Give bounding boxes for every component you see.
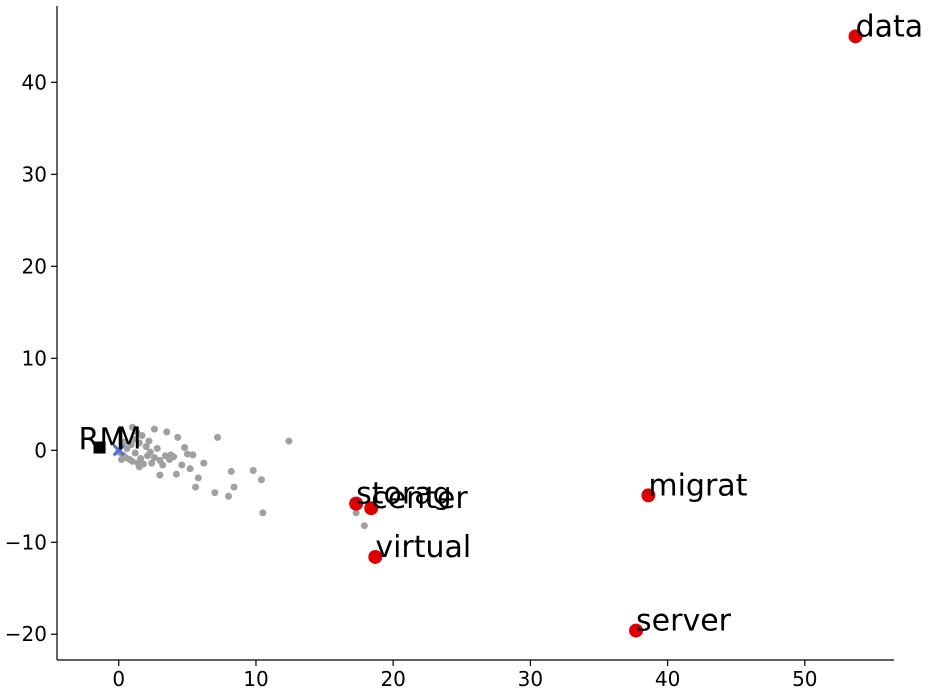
x-marker-stroke <box>112 444 125 457</box>
x-tick-label: 0 <box>112 667 125 691</box>
background-point <box>225 492 233 500</box>
background-point <box>137 455 145 463</box>
background-point <box>211 489 219 497</box>
background-point <box>146 448 154 456</box>
background-point <box>142 443 150 451</box>
axes <box>56 6 894 661</box>
background-point <box>186 465 194 473</box>
word-label: migrat <box>648 468 747 503</box>
background-point <box>249 467 257 475</box>
x-tick-label: 50 <box>792 667 817 691</box>
background-point <box>183 450 191 458</box>
background-point <box>117 455 125 463</box>
square-marker <box>93 441 106 454</box>
marker-label: RM <box>79 423 126 458</box>
background-point <box>174 433 182 441</box>
background-point <box>192 483 200 491</box>
highlight-point <box>848 29 863 44</box>
y-tick-label: 30 <box>22 162 47 186</box>
word-label: data <box>856 9 924 44</box>
highlight-point <box>368 549 383 564</box>
x-ticks: 0 10 20 30 40 50 <box>112 660 818 691</box>
y-tick-label: 20 <box>22 254 47 278</box>
background-point <box>131 449 139 457</box>
word-label: storag <box>356 477 452 512</box>
x-tick-label: 30 <box>518 667 543 691</box>
background-point <box>181 444 189 452</box>
background-point <box>360 522 368 530</box>
markers <box>93 441 125 457</box>
word-label: server <box>636 604 732 639</box>
y-tick-label: −20 <box>5 622 47 646</box>
highlight-point <box>364 501 379 516</box>
background-point <box>145 437 153 445</box>
highlighted-points <box>349 29 863 638</box>
highlight-point <box>349 496 364 511</box>
x-tick-label: 20 <box>380 667 405 691</box>
background-point <box>257 476 265 484</box>
x-tick-label: 40 <box>655 667 680 691</box>
background-point <box>133 428 141 436</box>
word-label: center <box>371 481 468 516</box>
background-point <box>163 428 171 436</box>
background-point <box>214 433 222 441</box>
background-point <box>148 459 156 467</box>
background-point <box>167 451 175 459</box>
x-tick-label: 10 <box>243 667 268 691</box>
background-point <box>200 459 208 467</box>
y-tick-label: 0 <box>34 438 47 462</box>
background-point <box>285 437 293 445</box>
background-point <box>227 467 235 475</box>
marker-label: M <box>116 421 142 456</box>
background-point <box>352 509 360 517</box>
background-point <box>128 423 136 431</box>
background-point <box>127 441 135 449</box>
background-point <box>178 461 186 469</box>
y-tick-label: 40 <box>22 70 47 94</box>
highlight-point <box>641 488 656 503</box>
y-tick-label: 10 <box>22 346 47 370</box>
background-point <box>259 509 267 517</box>
word-label: virtual <box>375 530 471 565</box>
background-point <box>138 432 146 440</box>
background-point <box>194 474 202 482</box>
background-point <box>120 438 128 446</box>
background-point <box>150 425 158 433</box>
background-point <box>230 483 238 491</box>
background-point <box>130 435 138 443</box>
y-ticks: −20 −10 0 10 20 30 40 <box>5 70 57 646</box>
background-point <box>159 461 167 469</box>
background-point <box>156 471 164 479</box>
background-point <box>150 454 158 462</box>
y-tick-label: −10 <box>5 530 47 554</box>
background-point <box>172 470 180 478</box>
background-point <box>128 457 136 465</box>
background-points <box>115 423 368 530</box>
background-point <box>153 444 161 452</box>
highlight-point <box>629 623 644 638</box>
background-point <box>189 451 197 459</box>
background-point <box>135 463 143 471</box>
background-point <box>135 439 143 447</box>
